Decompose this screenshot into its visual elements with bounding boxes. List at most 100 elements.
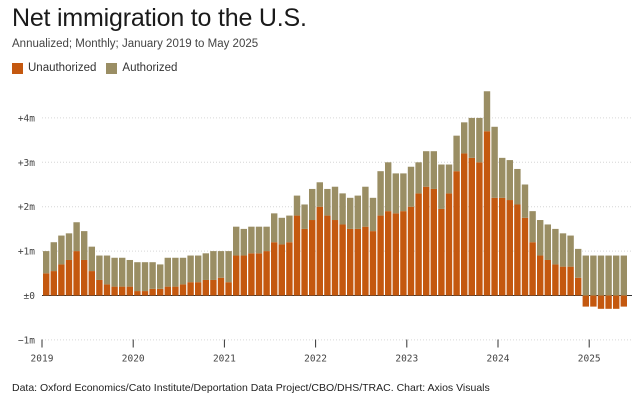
bar-authorized [119, 257, 126, 287]
bar-unauthorized [438, 208, 445, 296]
bar-unauthorized [81, 259, 88, 296]
bar-unauthorized [210, 279, 217, 296]
bar-unauthorized [271, 242, 278, 296]
bar-authorized [103, 255, 111, 285]
x-tick-label: 2020 [122, 354, 145, 365]
y-tick-label: −1m [18, 335, 35, 346]
bar-unauthorized [96, 279, 103, 296]
bar-unauthorized [179, 284, 187, 296]
bar-unauthorized [575, 277, 582, 296]
bar-unauthorized [537, 255, 544, 296]
bar-authorized [309, 188, 316, 221]
x-tick-label: 2025 [578, 354, 601, 365]
bar-unauthorized [248, 253, 255, 296]
bar-unauthorized [73, 251, 80, 296]
bar-authorized [126, 259, 133, 287]
bar-unauthorized [293, 215, 301, 296]
bar-authorized [240, 228, 247, 256]
bar-authorized [620, 255, 627, 296]
bar-unauthorized [521, 217, 529, 296]
bar-authorized [88, 246, 95, 272]
bar-authorized [271, 213, 278, 243]
chart-title: Net immigration to the U.S. [12, 4, 307, 32]
bar-authorized [567, 235, 574, 267]
bar-unauthorized [461, 153, 468, 296]
bar-authorized [529, 211, 536, 243]
bar-authorized [476, 117, 483, 163]
bar-unauthorized [43, 273, 50, 296]
bar-unauthorized [187, 282, 194, 296]
bar-authorized [50, 242, 57, 272]
bar-authorized [385, 162, 392, 212]
bar-authorized [141, 262, 149, 292]
bar-authorized [225, 251, 232, 283]
bar-unauthorized [582, 295, 589, 307]
bar-authorized [255, 226, 263, 254]
bar-authorized [430, 151, 437, 189]
bar-unauthorized [119, 286, 126, 296]
bar-authorized [605, 255, 612, 296]
bar-authorized [590, 255, 597, 296]
bar-unauthorized [567, 266, 574, 296]
bar-authorized [354, 195, 361, 229]
bar-unauthorized [149, 288, 156, 296]
bar-authorized [164, 257, 171, 287]
bar-authorized [483, 91, 491, 132]
bar-authorized [73, 222, 80, 252]
bar-authorized [339, 193, 346, 225]
bar-unauthorized [286, 242, 293, 296]
bar-unauthorized [377, 215, 384, 296]
bar-unauthorized [544, 259, 551, 296]
bar-unauthorized [111, 286, 118, 296]
bar-unauthorized [453, 171, 460, 296]
bar-unauthorized [255, 253, 263, 296]
legend: Unauthorized Authorized [12, 62, 177, 74]
x-tick-label: 2022 [304, 354, 327, 365]
bar-authorized [286, 215, 293, 243]
bar-unauthorized [217, 277, 225, 296]
x-tick-label: 2019 [31, 354, 54, 365]
bar-authorized [202, 253, 209, 280]
bar-unauthorized [233, 255, 240, 296]
bar-authorized [134, 262, 141, 292]
y-tick-label: +3m [18, 158, 35, 169]
bar-authorized [613, 255, 620, 296]
bar-authorized [544, 224, 551, 260]
bar-authorized [278, 217, 285, 245]
bar-unauthorized [240, 255, 247, 296]
bar-authorized [149, 262, 156, 289]
bar-unauthorized [339, 224, 346, 296]
bar-authorized [506, 160, 513, 201]
bar-unauthorized [552, 264, 559, 296]
bar-unauthorized [301, 228, 308, 296]
bar-authorized [392, 173, 399, 214]
bar-unauthorized [415, 193, 422, 296]
bar-authorized [195, 255, 202, 283]
bar-unauthorized [141, 291, 149, 296]
bar-unauthorized [354, 228, 361, 296]
bar-authorized [96, 255, 103, 280]
bar-unauthorized [620, 295, 627, 307]
bar-authorized [499, 157, 506, 198]
bar-unauthorized [331, 220, 339, 296]
bar-authorized [248, 226, 255, 254]
bar-authorized [362, 186, 369, 227]
bar-authorized [521, 184, 529, 218]
bar-authorized [461, 122, 468, 154]
legend-label-unauthorized: Unauthorized [28, 62, 97, 74]
bar-unauthorized [613, 295, 620, 309]
bar-authorized [407, 166, 415, 207]
bar-unauthorized [225, 282, 232, 296]
bar-unauthorized [134, 291, 141, 296]
bar-authorized [293, 195, 301, 216]
bar-authorized [157, 264, 164, 289]
bar-authorized [263, 226, 270, 252]
bar-authorized [179, 257, 187, 285]
bar-authorized [415, 162, 422, 194]
bar-authorized [377, 171, 384, 216]
bar-authorized [43, 251, 50, 274]
source-note: Data: Oxford Economics/Cato Institute/De… [12, 382, 490, 394]
bar-authorized [81, 231, 88, 260]
bar-authorized [369, 197, 377, 232]
legend-label-authorized: Authorized [122, 62, 178, 74]
